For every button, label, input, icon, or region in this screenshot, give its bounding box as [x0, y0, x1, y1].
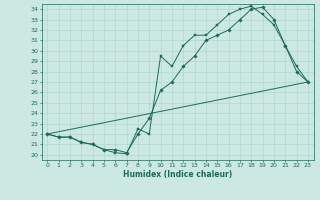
X-axis label: Humidex (Indice chaleur): Humidex (Indice chaleur)	[123, 170, 232, 179]
